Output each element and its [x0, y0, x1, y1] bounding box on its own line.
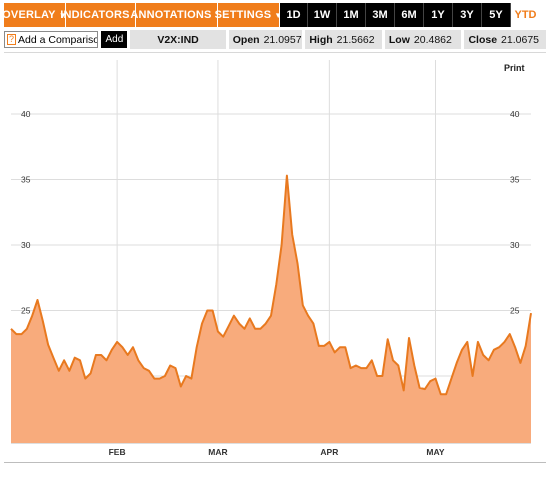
- high-quote: High 21.5662: [305, 30, 382, 49]
- y-tick-label-right: 25: [510, 306, 520, 316]
- range-button-1y[interactable]: 1Y: [424, 3, 453, 27]
- comparison-placeholder: Add a Comparison: [18, 33, 99, 46]
- range-group: 1D 1W 1M 3M 6M 1Y 3Y 5Y YTD: [280, 3, 540, 27]
- y-tick-label-left: 25: [21, 306, 31, 316]
- y-tick-label-left: 35: [21, 175, 31, 185]
- menu-label: INDICATORS: [60, 9, 130, 21]
- menu-label: ANNOTATIONS: [130, 9, 212, 21]
- x-tick-label: FEB: [109, 447, 126, 457]
- range-button-ytd[interactable]: YTD: [511, 3, 540, 27]
- menu-label: OVERLAY: [2, 9, 56, 21]
- annotations-menu-button[interactable]: ANNOTATIONS▼: [130, 3, 222, 27]
- range-button-3y[interactable]: 3Y: [453, 3, 482, 27]
- x-tick-label: MAR: [208, 447, 227, 457]
- ticker-symbol: V2X:IND: [130, 30, 226, 49]
- indicators-menu-button[interactable]: INDICATORS▼: [60, 3, 141, 27]
- menu-label: SETTINGS: [214, 9, 272, 21]
- divider: [4, 52, 546, 53]
- comparison-input[interactable]: ? Add a Comparison: [4, 31, 99, 48]
- low-quote: Low 20.4862: [384, 30, 462, 49]
- menu-group: OVERLAY▼INDICATORS▼ANNOTATIONS▼SETTINGS▼: [2, 3, 283, 27]
- close-quote: Close 21.0675: [464, 30, 546, 49]
- x-tick-label: MAY: [426, 447, 444, 457]
- info-row: ? Add a Comparison Add V2X:IND Open 21.0…: [4, 30, 546, 49]
- caret-down-icon: ▼: [274, 10, 283, 20]
- range-button-6m[interactable]: 6M: [395, 3, 424, 27]
- low-label: Low: [388, 33, 410, 46]
- open-label: Open: [232, 33, 260, 46]
- y-tick-label-left: 40: [21, 109, 31, 119]
- help-icon[interactable]: ?: [7, 34, 17, 45]
- open-value: 21.0957: [263, 33, 302, 46]
- y-tick-label-right: 40: [510, 109, 520, 119]
- y-tick-label-right: 35: [510, 175, 520, 185]
- overlay-menu-button[interactable]: OVERLAY ▼: [2, 3, 67, 27]
- range-button-3m[interactable]: 3M: [366, 3, 395, 27]
- series-area: [11, 175, 531, 443]
- low-value: 20.4862: [413, 33, 452, 46]
- y-tick-label-left: 30: [21, 240, 31, 250]
- range-button-1w[interactable]: 1W: [308, 3, 337, 27]
- high-value: 21.5662: [336, 33, 375, 46]
- divider: [4, 462, 546, 463]
- close-label: Close: [468, 33, 498, 46]
- series-line: [10, 174, 532, 396]
- high-label: High: [309, 33, 333, 46]
- open-quote: Open 21.0957: [228, 30, 303, 49]
- range-button-1d[interactable]: 1D: [280, 3, 308, 27]
- add-comparison-button[interactable]: Add: [101, 31, 128, 48]
- close-value: 21.0675: [501, 33, 540, 46]
- range-button-5y[interactable]: 5Y: [482, 3, 511, 27]
- print-link[interactable]: Print: [504, 63, 525, 73]
- x-tick-label: APR: [320, 447, 338, 457]
- y-tick-label-right: 30: [510, 240, 520, 250]
- range-button-1m[interactable]: 1M: [337, 3, 366, 27]
- chart-toolbar: OVERLAY▼INDICATORS▼ANNOTATIONS▼SETTINGS▼…: [2, 3, 546, 27]
- settings-menu-button[interactable]: SETTINGS ▼: [214, 3, 283, 27]
- caret-down-icon: ▼: [58, 10, 67, 20]
